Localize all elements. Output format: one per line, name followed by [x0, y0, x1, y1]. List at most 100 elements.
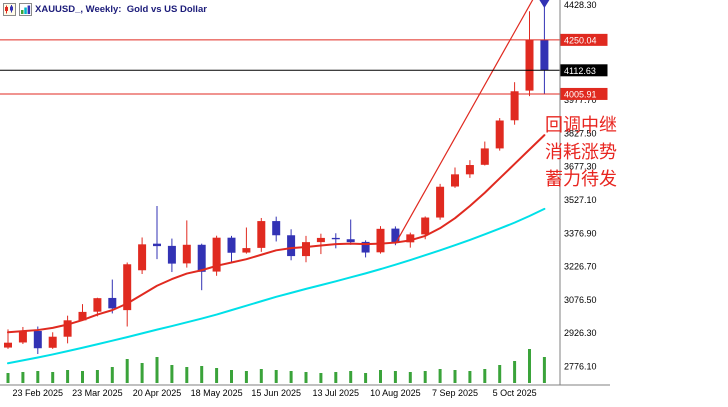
price-tick-label: 3376.90: [564, 228, 597, 238]
candlestick-chart-icon: [3, 3, 16, 16]
volume-bar: [379, 370, 382, 383]
price-badge-label: 4250.04: [564, 35, 597, 45]
price-badge-label: 4112.63: [564, 66, 596, 76]
volume-bar: [453, 370, 457, 383]
candle-body: [242, 248, 251, 253]
price-tick-label: 2776.10: [564, 361, 597, 371]
volume-bar: [334, 372, 338, 383]
candle-body: [331, 237, 340, 240]
bar-chart-icon: [19, 3, 32, 16]
volume-bar: [155, 357, 159, 383]
volume-bar: [289, 371, 293, 383]
candle-body: [376, 228, 385, 253]
date-label: 20 Apr 2025: [133, 388, 182, 398]
volume-bar: [170, 365, 174, 383]
price-tick-label: 3076.50: [564, 295, 597, 305]
candle-body: [287, 235, 296, 257]
volume-bar: [200, 366, 204, 383]
candle-body: [465, 165, 474, 175]
candle-body: [138, 244, 147, 271]
candle-body: [436, 186, 445, 218]
date-label: 23 Feb 2025: [13, 388, 64, 398]
date-label: 18 May 2025: [191, 388, 243, 398]
price-badge: [560, 87, 608, 100]
volume-bar: [95, 370, 99, 383]
price-tick-label: 3677.30: [564, 162, 597, 172]
candle-body: [167, 245, 176, 264]
candle-body: [495, 120, 504, 149]
candle-body: [33, 330, 42, 349]
volume-bar: [393, 371, 397, 383]
volume-bar: [81, 371, 84, 383]
price-tick-label: 3827.50: [564, 128, 597, 138]
candle-body: [108, 297, 117, 309]
date-label: 5 Oct 2025: [493, 388, 537, 398]
trendline: [394, 0, 534, 244]
volume-bar: [66, 370, 70, 383]
volume-bar: [319, 373, 323, 383]
volume-bar: [140, 363, 144, 383]
volume-bar: [259, 369, 263, 383]
price-badge: [560, 33, 608, 46]
price-tick-label: 3527.10: [564, 195, 597, 205]
volume-bar: [215, 368, 219, 383]
volume-bar: [528, 349, 531, 383]
volume-bar: [498, 365, 502, 383]
volume-bar: [125, 359, 129, 383]
volume-bar: [349, 371, 353, 383]
candle-body: [391, 228, 400, 243]
candle-body: [451, 174, 459, 187]
volume-bar: [513, 361, 517, 383]
candle-body: [227, 237, 236, 253]
volume-bar: [438, 369, 442, 383]
volume-bar: [423, 371, 427, 383]
candle-body: [4, 342, 12, 348]
price-tick-label: 4428.30: [564, 0, 597, 10]
candle-body: [525, 39, 534, 91]
date-label: 10 Aug 2025: [370, 388, 421, 398]
volume-bar: [364, 373, 368, 383]
candle-body: [63, 320, 72, 337]
chart-title-bar: XAUUSD_, Weekly: Gold vs US Dollar: [3, 2, 207, 17]
candle-body: [540, 39, 549, 71]
volume-bar: [274, 370, 278, 383]
candle-body: [182, 244, 191, 264]
candle-body: [153, 243, 161, 247]
volume-bar: [542, 357, 546, 383]
candle-body: [18, 330, 27, 343]
volume-bar: [483, 369, 487, 383]
volume-bar: [468, 371, 472, 383]
candle-body: [510, 91, 519, 121]
candle-body: [316, 237, 325, 243]
candle-body: [302, 242, 310, 257]
candle-body: [272, 221, 281, 236]
candle-body: [48, 336, 57, 348]
volume-bar: [51, 372, 55, 383]
candle-body: [257, 221, 266, 248]
candle-body: [346, 239, 355, 243]
candle-body: [480, 148, 489, 165]
ma-slow-cyan-line: [7, 207, 546, 365]
candle-body: [406, 234, 415, 243]
price-tick-label: 3977.70: [564, 95, 597, 105]
candle-body: [421, 217, 430, 235]
volume-bar: [21, 372, 25, 383]
date-label: 13 Jul 2025: [313, 388, 360, 398]
date-label: 15 Jun 2025: [251, 388, 301, 398]
price-badge: [560, 64, 608, 77]
volume-bar: [230, 370, 233, 383]
volume-bar: [185, 367, 189, 383]
volume-bar: [408, 372, 412, 383]
candle-body: [78, 311, 87, 321]
date-label: 23 Mar 2025: [72, 388, 123, 398]
price-tick-label: 2926.30: [564, 328, 597, 338]
ma-fast-red-line: [7, 134, 546, 334]
volume-bar: [304, 372, 308, 383]
candle-body: [212, 237, 221, 272]
volume-bar: [6, 373, 10, 383]
price-badge-label: 4005.91: [564, 89, 597, 99]
volume-bar: [36, 371, 40, 383]
volume-bar: [244, 371, 248, 383]
